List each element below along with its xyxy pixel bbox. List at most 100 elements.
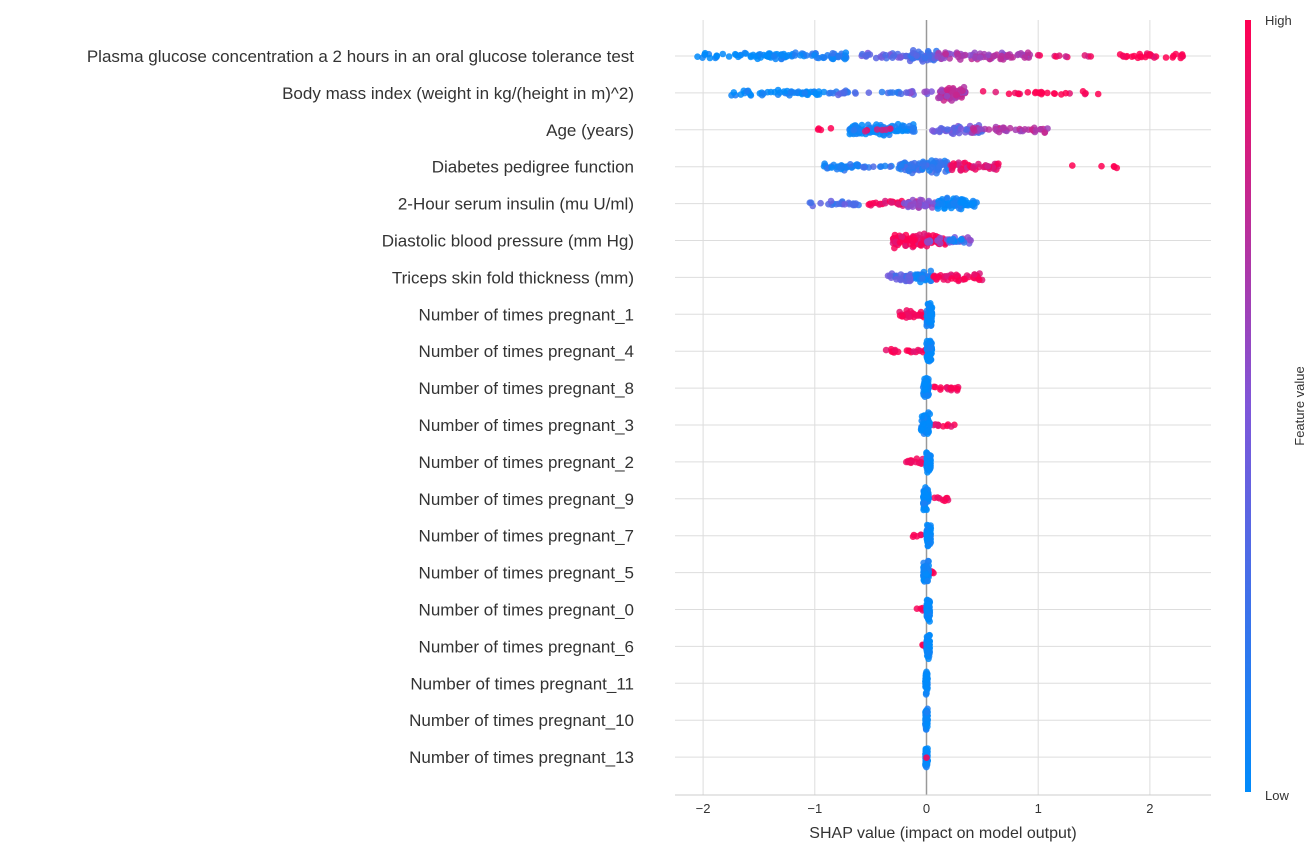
shap-point: [923, 608, 931, 615]
shap-point: [925, 451, 932, 459]
shap-point: [921, 488, 928, 495]
shap-point: [908, 163, 916, 170]
shap-point: [925, 53, 933, 60]
shap-point: [977, 125, 984, 133]
shap-point: [812, 90, 819, 97]
shap-point: [928, 304, 936, 311]
shap-point: [1005, 90, 1013, 98]
shap-point: [903, 89, 910, 96]
feature-label: 2-Hour serum insulin (mu U/ml): [398, 195, 634, 214]
shap-point: [966, 236, 973, 244]
feature-label: Number of times pregnant_5: [419, 564, 634, 583]
shap-point: [906, 236, 913, 243]
feature-label: Number of times pregnant_10: [409, 711, 634, 730]
shap-point: [876, 163, 884, 170]
shap-point: [927, 309, 935, 317]
shap-point: [1024, 49, 1032, 56]
shap-point: [829, 89, 837, 97]
shap-point: [923, 720, 931, 728]
shap-point: [934, 205, 942, 212]
shap-point: [841, 201, 848, 208]
shap-point: [1110, 163, 1118, 170]
shap-point: [854, 161, 862, 169]
shap-point: [817, 199, 824, 207]
shap-point: [1015, 90, 1022, 98]
shap-point: [1087, 53, 1095, 60]
colorbar-low-label: Low: [1265, 788, 1289, 803]
x-tick-label: 2: [1146, 801, 1153, 816]
shap-point: [834, 91, 842, 99]
shap-point: [907, 307, 914, 315]
shap-point: [1082, 90, 1089, 97]
shap-point: [898, 313, 906, 320]
shap-point: [1136, 53, 1144, 60]
shap-point: [971, 271, 978, 278]
shap-point: [756, 51, 764, 58]
shap-point: [694, 53, 701, 60]
shap-point: [860, 164, 868, 171]
shap-point: [923, 689, 930, 697]
shap-point: [920, 381, 928, 388]
shap-point: [742, 50, 750, 57]
shap-point: [957, 125, 965, 132]
x-tick-label: 0: [923, 801, 930, 816]
shap-point: [1094, 90, 1102, 98]
shap-point: [846, 200, 853, 208]
shap-point: [960, 275, 968, 283]
shap-point: [861, 128, 869, 135]
shap-point: [891, 346, 899, 354]
shap-point: [743, 87, 751, 95]
colorbar: [1245, 20, 1251, 792]
shap-point: [943, 86, 951, 93]
shap-point: [815, 54, 822, 62]
shap-point: [925, 318, 933, 326]
shap-point: [919, 275, 926, 282]
shap-point: [917, 531, 925, 538]
shap-point: [958, 236, 965, 243]
shap-point: [906, 313, 913, 321]
shap-point: [1006, 124, 1014, 132]
shap-point: [939, 200, 946, 208]
shap-point: [758, 91, 766, 99]
shap-point: [1041, 129, 1048, 136]
shap-point: [763, 52, 770, 60]
shap-point: [778, 52, 785, 59]
shap-point: [771, 88, 778, 96]
shap-point: [1069, 162, 1076, 169]
feature-label: Number of times pregnant_8: [419, 379, 634, 398]
shap-point: [787, 88, 795, 96]
shap-point: [828, 164, 835, 171]
feature-label: Number of times pregnant_1: [419, 305, 634, 324]
shap-point: [906, 272, 913, 279]
shap-point: [889, 54, 896, 61]
shap-point: [895, 200, 902, 208]
shap-point: [881, 162, 889, 170]
points: [694, 47, 1187, 771]
shap-point: [925, 601, 933, 608]
shap-point: [897, 162, 905, 169]
shap-point: [1032, 88, 1040, 96]
shap-point: [920, 505, 928, 512]
shap-point: [943, 92, 951, 100]
shap-point: [882, 51, 889, 59]
shap-point: [793, 89, 801, 96]
feature-label: Age (years): [546, 121, 634, 140]
feature-label: Diabetes pedigree function: [432, 158, 634, 177]
shap-point: [923, 709, 931, 716]
shap-point: [949, 87, 956, 94]
shap-point: [927, 344, 934, 352]
shap-point: [908, 458, 915, 466]
shap-point: [948, 275, 955, 282]
feature-label: Number of times pregnant_9: [419, 490, 634, 509]
shap-point: [1178, 51, 1186, 58]
feature-rows: Plasma glucose concentration a 2 hours i…: [87, 47, 1211, 767]
shap-point: [939, 496, 947, 504]
shap-point: [896, 239, 904, 246]
shap-point: [924, 47, 932, 55]
shap-point: [801, 89, 808, 97]
shap-point: [886, 272, 894, 280]
shap-point: [944, 126, 951, 133]
shap-point: [924, 351, 932, 359]
shap-point: [865, 89, 873, 96]
